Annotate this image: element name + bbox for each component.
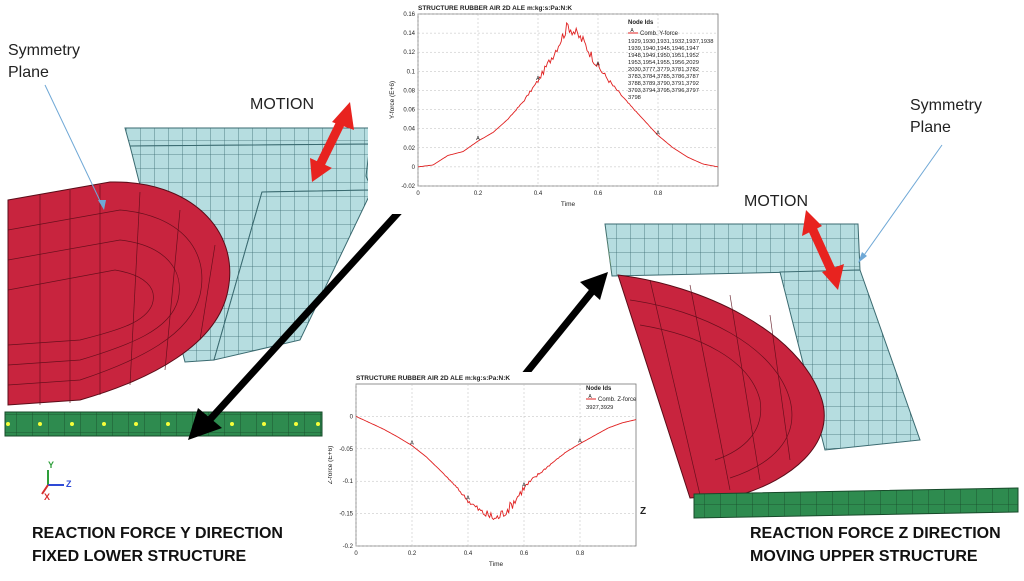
y-tick-label: 0.14 [403,31,415,37]
legend-node-ids: 1953,1954,1955,1956,2029 [628,60,699,66]
side-z-label: Z [640,506,647,517]
x-tick-label: 0.4 [464,551,473,557]
y-tick-label: 0.04 [403,127,415,133]
series-marker: A [522,483,526,489]
caption-line: REACTION FORCE Y DIRECTION [32,525,283,542]
motion-label-left: MOTION [250,96,314,113]
legend-node-ids: 3793,3794,3795,3796,3797 [628,88,699,94]
series-line [417,21,719,168]
chart-title: STRUCTURE RUBBER AIR 2D ALE m:kg:s:Pa:N:… [356,375,510,382]
left-rubber-body [7,181,231,406]
legend-node-ids: 3798 [628,95,641,101]
legend-node-ids: 3927,3929 [586,405,613,411]
y-force-chart-svg: STRUCTURE RUBBER AIR 2D ALE m:kg:s:Pa:N:… [389,5,719,208]
triad-z-label: Z [66,479,72,489]
y-tick-label: 0.02 [403,146,415,152]
y-tick-label: 0.12 [403,50,415,56]
symmetry-plane-label-right: Symmetry Plane [910,95,982,139]
x-tick-label: 0 [416,191,420,197]
legend-series-name: Comb. Z-force [598,397,637,403]
legend-node-ids: 1939,1940,1945,1946,1947 [628,46,699,52]
y-tick-label: -0.05 [339,447,353,453]
axis-triad-icon [41,470,64,495]
legend-node-ids: 3788,3789,3790,3791,3792 [628,81,699,87]
motion-arrow-right [802,210,844,290]
symmetry-plane-label-left: Symmetry Plane [8,40,80,84]
x-tick-label: 0.8 [576,551,585,557]
legend-node-ids: 2030,3777,3779,3781,3782 [628,67,699,73]
series-marker: A [596,62,600,68]
left-lower-structure [4,411,323,437]
y-tick-label: 0.16 [403,12,415,18]
plot-frame [355,383,637,547]
symmetry-label-line: Plane [8,64,49,81]
series-marker: A [466,496,470,502]
x-axis-label: Time [561,201,576,208]
x-axis-label: Time [489,561,504,568]
chart-title: STRUCTURE RUBBER AIR 2D ALE m:kg:s:Pa:N:… [418,5,572,12]
symmetry-label-line: Plane [910,119,951,136]
legend-series-name: Comb. Y-force [640,31,679,37]
triad-y-label: Y [48,460,55,470]
motion-arrow-left [310,102,354,182]
series-marker: A [536,76,540,82]
y-tick-label: 0.1 [407,69,416,75]
z-force-chart: STRUCTURE RUBBER AIR 2D ALE m:kg:s:Pa:N:… [327,372,640,576]
symmetry-label-line: Symmetry [8,42,80,59]
y-axis-label: Y-force (E+6) [389,81,396,119]
y-tick-label: 0.06 [403,108,415,114]
plot-frame [417,13,719,187]
series-marker: A [578,439,582,445]
y-tick-label: 0 [412,165,416,171]
legend-node-ids: 3783,3784,3785,3786,3787 [628,74,699,80]
legend-marker: A [588,394,592,400]
x-tick-label: 0.6 [594,191,603,197]
caption-left: REACTION FORCE Y DIRECTION FIXED LOWER S… [32,522,283,568]
x-tick-label: 0.2 [474,191,483,197]
caption-right: REACTION FORCE Z DIRECTION MOVING UPPER … [750,522,1001,568]
x-tick-label: 0.2 [408,551,417,557]
y-tick-label: -0.1 [343,479,354,485]
x-tick-label: 0.6 [520,551,529,557]
symmetry-pointer-left [44,84,103,206]
series-marker: A [656,130,660,136]
right-lower-structure [693,487,1019,519]
legend-node-ids: 1929,1930,1931,1932,1937,1938 [628,39,713,45]
caption-line: REACTION FORCE Z DIRECTION [750,525,1001,542]
x-tick-label: 0.8 [654,191,663,197]
legend-title: Node Ids [586,386,612,392]
triad-x-label: X [44,492,51,502]
y-tick-label: -0.15 [339,512,353,518]
x-tick-label: 0.4 [534,191,543,197]
legend-marker: A [630,28,634,34]
legend-title: Node Ids [628,20,654,26]
z-force-chart-svg: STRUCTURE RUBBER AIR 2D ALE m:kg:s:Pa:N:… [327,375,637,568]
symmetry-pointer-right [861,144,943,259]
series-marker: A [410,441,414,447]
y-axis-label: Z-force (E+6) [328,446,334,484]
motion-label-right: MOTION [744,193,808,210]
y-tick-label: 0.08 [403,88,415,94]
y-force-chart: STRUCTURE RUBBER AIR 2D ALE m:kg:s:Pa:N:… [368,2,720,214]
symmetry-label-line: Symmetry [910,97,982,114]
y-tick-label: 0 [350,414,354,420]
right-rubber-body [617,274,825,499]
x-tick-label: 0 [354,551,358,557]
legend-node-ids: 1948,1949,1950,1951,1952 [628,53,699,59]
series-line [355,415,637,521]
y-tick-label: -0.2 [343,544,354,550]
y-tick-label: -0.02 [401,184,415,190]
caption-line: MOVING UPPER STRUCTURE [750,548,978,565]
series-marker: A [476,136,480,142]
caption-line: FIXED LOWER STRUCTURE [32,548,247,565]
